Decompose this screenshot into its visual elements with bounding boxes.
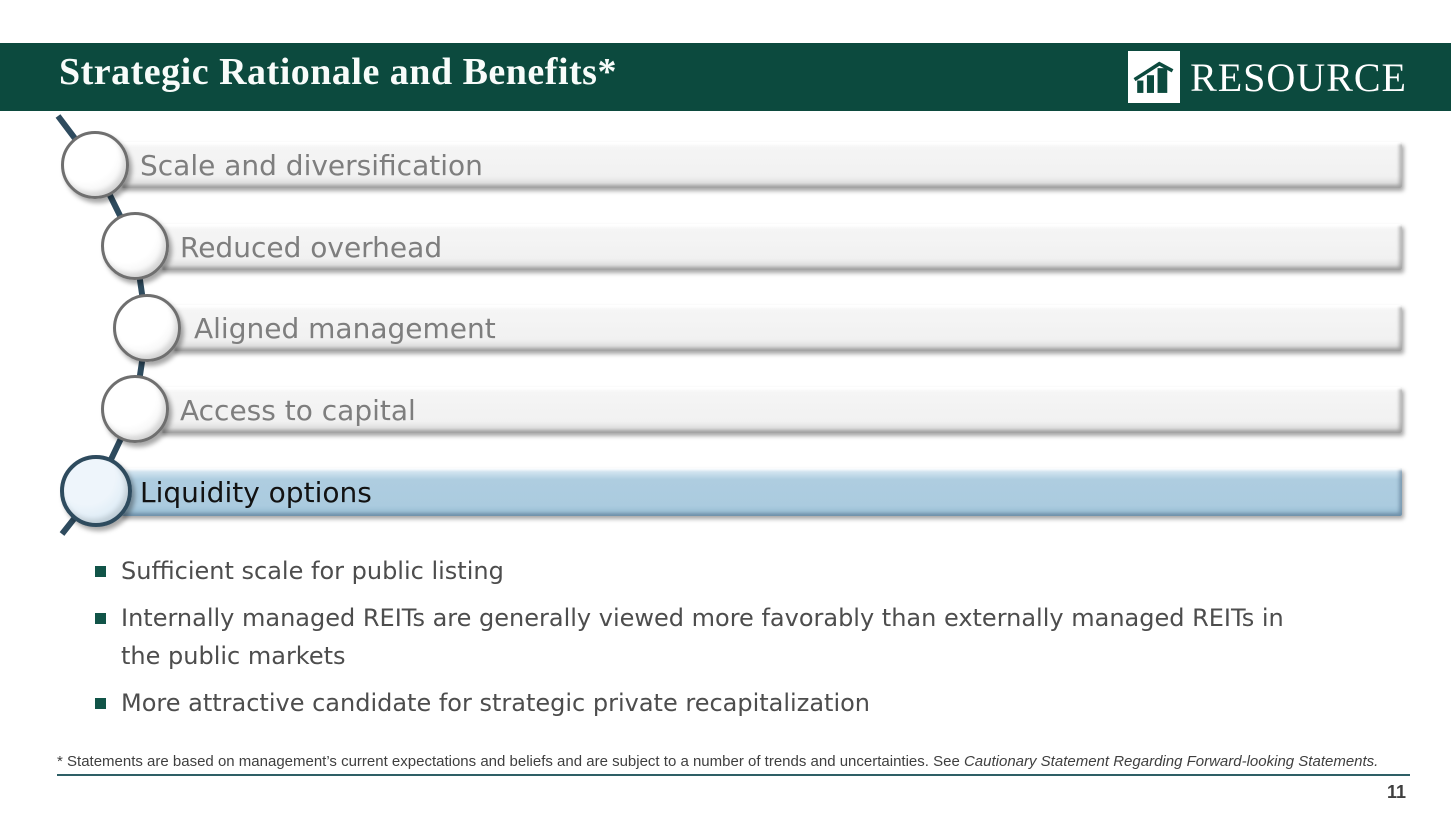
diagram-bar-overhead: Reduced overhead <box>160 224 1402 270</box>
diagram-bar-capital: Access to capital <box>160 387 1402 433</box>
bullet-text: More attractive candidate for strategic … <box>121 689 871 717</box>
header-bar: Strategic Rationale and Benefits* RESOUR… <box>0 43 1451 111</box>
square-bullet-icon <box>95 566 106 577</box>
diagram-node-2 <box>101 212 169 280</box>
bar-chart-icon <box>1128 51 1181 103</box>
diagram-bar-label: Scale and diversification <box>140 148 483 182</box>
diagram-node-4 <box>101 375 169 443</box>
bullet-list: Sufficient scale for public listing Inte… <box>95 552 1295 731</box>
list-item: Internally managed REITs are generally v… <box>95 599 1295 675</box>
footnote-text: Statements are based on management’s cur… <box>67 753 964 770</box>
diagram-bar-label: Aligned management <box>194 311 496 345</box>
footnote-marker: * <box>57 753 63 770</box>
diagram-node-5-highlighted <box>60 455 132 527</box>
page-number: 11 <box>1386 782 1406 802</box>
diagram-bar-scale: Scale and diversification <box>120 142 1402 188</box>
diagram-bar-label: Access to capital <box>180 393 416 427</box>
brand-name: RESOURCE <box>1190 54 1407 100</box>
diagram-bar-management: Aligned management <box>172 305 1402 351</box>
bullet-text: Internally managed REITs are generally v… <box>121 604 1284 670</box>
footer-divider <box>57 774 1410 776</box>
diagram-bar-label: Liquidity options <box>140 475 372 509</box>
bullet-text: Sufficient scale for public listing <box>121 557 504 585</box>
list-item: More attractive candidate for strategic … <box>95 684 1295 722</box>
footnote-italic-reference: Cautionary Statement Regarding Forward-l… <box>963 753 1379 770</box>
diagram-bar-liquidity-highlighted: Liquidity options <box>120 468 1402 516</box>
list-item: Sufficient scale for public listing <box>95 552 1295 590</box>
diagram-bar-label: Reduced overhead <box>180 230 443 264</box>
diagram-node-3 <box>113 294 181 362</box>
footnote: * Statements are based on management’s c… <box>57 753 1397 770</box>
square-bullet-icon <box>95 698 106 709</box>
square-bullet-icon <box>95 613 106 624</box>
brand-logo: RESOURCE <box>1128 51 1407 103</box>
diagram-node-1 <box>61 131 129 199</box>
page-title: Strategic Rationale and Benefits* <box>59 51 617 93</box>
